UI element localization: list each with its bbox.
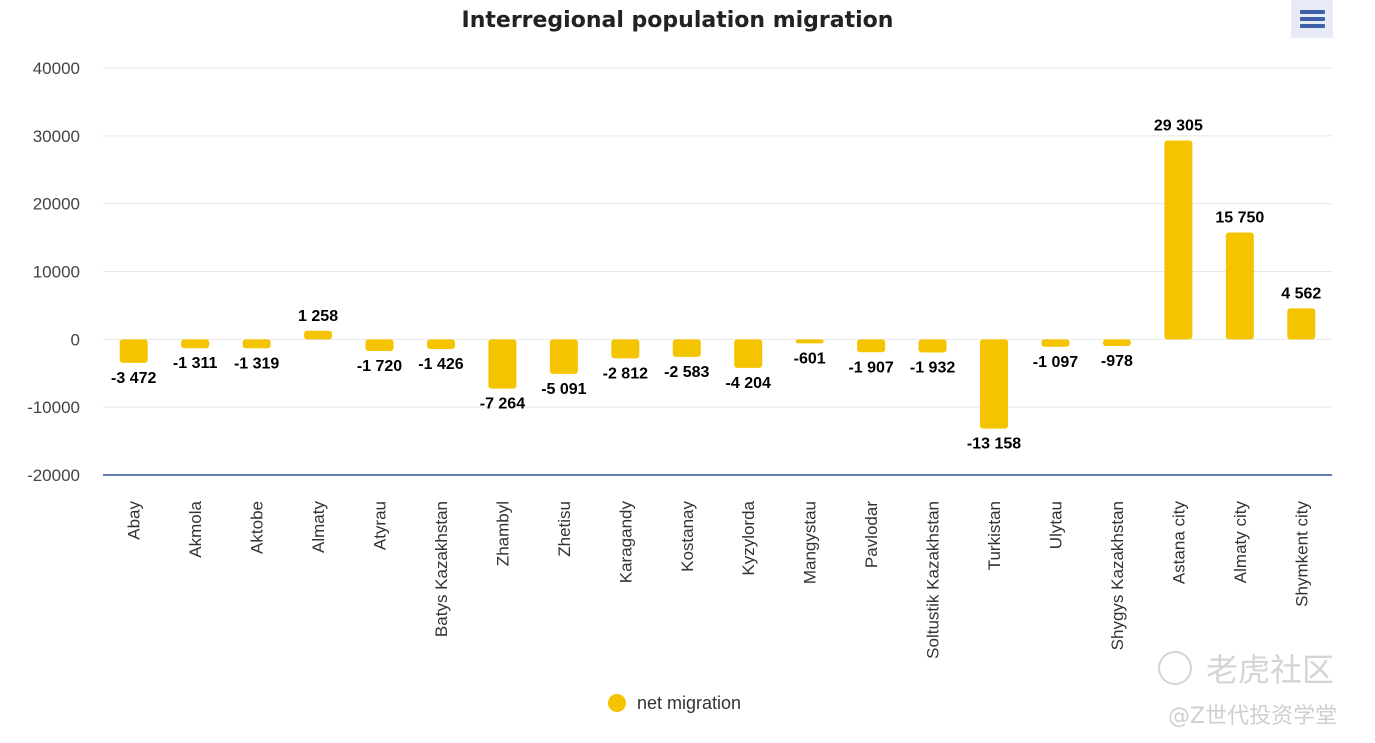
data-label: -2 583: [664, 364, 709, 381]
bar[interactable]: [181, 339, 210, 349]
bar[interactable]: [426, 339, 455, 350]
bar[interactable]: [549, 339, 578, 374]
bar[interactable]: [672, 339, 701, 357]
bar[interactable]: [1041, 339, 1070, 347]
y-tick-label: 40000: [33, 59, 80, 78]
x-tick-label: Shymkent city: [1292, 501, 1311, 607]
bar[interactable]: [365, 339, 394, 352]
bar[interactable]: [242, 339, 271, 349]
legend-marker: [608, 694, 626, 712]
bars: [119, 140, 1316, 429]
bar[interactable]: [488, 339, 517, 389]
x-tick-label: Abay: [125, 501, 144, 540]
x-tick-label: Zhambyl: [493, 501, 512, 566]
data-label: -5 091: [541, 381, 586, 398]
grid-lines: [103, 67, 1332, 476]
watermark-brand-text: 老虎社区: [1206, 651, 1335, 689]
data-label: -601: [794, 350, 826, 367]
bar[interactable]: [611, 339, 640, 359]
legend-item-net-migration[interactable]: net migration: [608, 692, 741, 714]
y-tick-label: 10000: [33, 263, 80, 282]
data-label: -3 472: [111, 370, 156, 387]
bar[interactable]: [119, 339, 148, 363]
data-label: 1 258: [298, 308, 338, 325]
x-tick-label: Kostanay: [678, 501, 697, 572]
data-label: -1 319: [234, 355, 279, 372]
x-tick-label: Aktobe: [248, 501, 267, 554]
x-tick-label: Ulytau: [1046, 501, 1065, 549]
bar[interactable]: [857, 339, 886, 353]
x-tick-label: Soltustik Kazakhstan: [924, 501, 943, 659]
data-label: -1 311: [173, 355, 218, 372]
data-label: -1 426: [418, 356, 463, 373]
bar[interactable]: [1164, 140, 1193, 340]
bar[interactable]: [734, 339, 763, 368]
data-label: -13 158: [967, 436, 1021, 453]
data-label: 4 562: [1281, 285, 1321, 302]
x-tick-label: Karagandy: [616, 501, 635, 584]
x-tick-label: Zhetisu: [555, 501, 574, 557]
y-tick-label: -20000: [27, 466, 80, 485]
x-tick-label: Atyrau: [371, 501, 390, 550]
watermark-brand: 老虎社区: [1158, 645, 1334, 691]
data-label: -1 097: [1033, 354, 1078, 371]
data-label: -1 720: [357, 358, 402, 375]
bar[interactable]: [795, 339, 824, 344]
bar[interactable]: [918, 339, 947, 353]
bar[interactable]: [1102, 339, 1131, 346]
legend-label: net migration: [637, 692, 742, 713]
data-label: -2 812: [603, 365, 648, 382]
data-labels: -3 472 -1 311 -1 319 1 258 -1 720 -1 426 -7 26…: [111, 118, 1321, 453]
chart-title: Interregional population migration: [461, 8, 894, 33]
x-tick-label: Turkistan: [985, 501, 1004, 570]
bar[interactable]: [980, 339, 1009, 429]
x-tick-label: Almaty city: [1231, 501, 1250, 584]
bar[interactable]: [304, 330, 333, 340]
x-tick-label: Batys Kazakhstan: [432, 501, 451, 637]
x-tick-label: Mangystau: [801, 501, 820, 584]
chart-menu-button[interactable]: [1291, 0, 1333, 38]
x-axis-ticks: Abay Akmola Aktobe Almaty Atyrau Batys Kazakh…: [125, 500, 1312, 658]
data-label: 29 305: [1154, 118, 1203, 135]
y-tick-label: 30000: [33, 127, 80, 146]
bar[interactable]: [1225, 232, 1254, 340]
bar[interactable]: [1287, 308, 1316, 340]
y-axis-ticks: 40000 30000 20000 10000 0 -10000 -20000: [27, 59, 80, 485]
data-label: -4 204: [726, 375, 771, 392]
x-tick-label: Akmola: [186, 500, 205, 557]
x-tick-label: Pavlodar: [862, 501, 881, 568]
x-tick-label: Shygys Kazakhstan: [1108, 501, 1127, 650]
y-tick-label: 20000: [33, 195, 80, 214]
data-label: 15 750: [1215, 209, 1264, 226]
y-tick-label: 0: [71, 330, 80, 349]
watermark-handle: @Z世代投资学堂: [1168, 704, 1338, 729]
data-label: -7 264: [480, 396, 525, 413]
x-tick-label: Kyzylorda: [739, 500, 758, 575]
data-label: -1 932: [910, 359, 955, 376]
x-tick-label: Almaty: [309, 501, 328, 553]
x-tick-label: Astana city: [1169, 501, 1188, 585]
y-tick-label: -10000: [27, 398, 80, 417]
watermark-logo-icon: [1158, 651, 1192, 685]
data-label: -1 907: [848, 359, 893, 376]
data-label: -978: [1101, 353, 1133, 370]
